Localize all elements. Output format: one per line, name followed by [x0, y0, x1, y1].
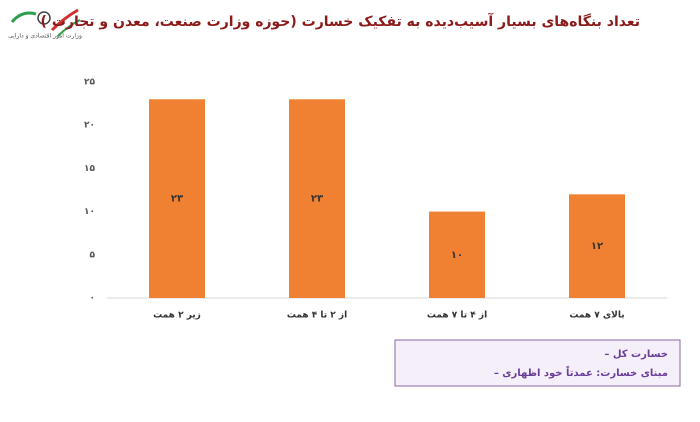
bar [289, 99, 345, 298]
logo-emblem [37, 11, 51, 25]
data-label: ۱۲ [591, 241, 603, 252]
y-tick-label: ۰ [90, 294, 96, 304]
y-tick-label: ۲۵ [84, 78, 95, 88]
y-tick-label: ۵ [90, 250, 96, 260]
note: – خسارت کل [604, 349, 668, 360]
y-tick-label: ۲۰ [84, 121, 95, 131]
bar [569, 194, 625, 298]
data-label: ۲۳ [171, 194, 183, 205]
x-tick-label: از ۲ تا ۴ همت [287, 311, 347, 321]
data-label: ۱۰ [451, 250, 463, 261]
bar [429, 211, 485, 298]
data-label: ۲۳ [311, 194, 323, 205]
y-tick-label: ۱۵ [84, 164, 95, 174]
logo-stroke [50, 8, 79, 32]
x-tick-label: زیر ۲ همت [153, 311, 201, 321]
logo-stroke [57, 19, 81, 37]
x-tick-label: از ۴ تا ۷ همت [427, 311, 487, 321]
y-tick-label: ۱۰ [84, 207, 95, 217]
logo: وزارت امور اقتصادی و دارایی [8, 8, 82, 40]
bar [149, 99, 205, 298]
logo-text: وزارت امور اقتصادی و دارایی [8, 33, 82, 40]
x-tick-label: بالای ۷ همت [569, 311, 624, 321]
plot-area: ۰ ۵ ۱۰ ۱۵ ۲۰ ۲۵ زیر ۲ همت ۲۳ از ۲ تا ۴ همت ۲۳ از ۴… [84, 78, 667, 321]
logo-stroke [10, 11, 37, 23]
note: – مبنای خسارت: عمدتاً خود اظهاری [494, 365, 668, 379]
notes-box [394, 339, 681, 387]
chart-title: تعداد بنگاه‌های بسیار آسیب‌دیده به تفکیک… [41, 12, 640, 30]
